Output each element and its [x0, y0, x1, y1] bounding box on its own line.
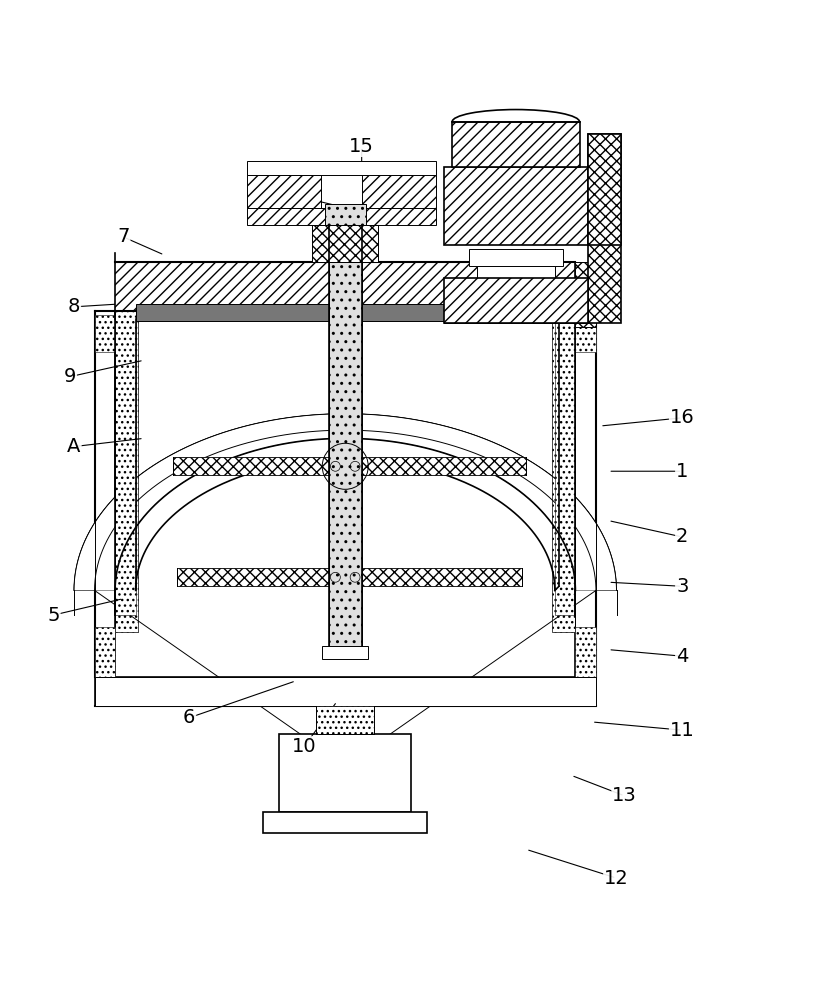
Bar	[575, 311, 596, 677]
Bar	[329, 225, 362, 652]
Bar	[575, 627, 596, 677]
Bar	[444, 167, 588, 245]
Text: 15: 15	[349, 137, 374, 156]
Text: 7: 7	[117, 227, 130, 246]
Bar	[263, 812, 427, 833]
Bar	[552, 311, 575, 632]
Text: 1: 1	[676, 462, 689, 481]
Bar	[115, 311, 136, 615]
Polygon shape	[74, 414, 616, 590]
Text: 8: 8	[67, 297, 81, 316]
Bar	[325, 204, 366, 225]
Text: 14: 14	[284, 186, 308, 205]
Text: 5: 5	[47, 606, 60, 625]
Bar	[575, 262, 596, 327]
Text: 6: 6	[182, 708, 196, 727]
Bar	[95, 677, 596, 706]
Bar	[95, 311, 115, 677]
Bar	[588, 134, 621, 323]
Bar	[177, 568, 329, 586]
Bar	[115, 311, 138, 632]
Bar	[247, 175, 321, 208]
Bar	[452, 122, 580, 167]
Bar	[247, 208, 436, 225]
Text: 4: 4	[676, 647, 689, 666]
Text: 9: 9	[63, 367, 76, 386]
Text: A: A	[67, 437, 81, 456]
Bar	[555, 311, 575, 615]
Bar	[469, 249, 563, 266]
Text: 3: 3	[676, 577, 689, 596]
Bar	[279, 734, 411, 812]
Text: 2: 2	[676, 527, 689, 546]
Bar	[136, 304, 555, 321]
Bar	[95, 627, 115, 677]
Text: 13: 13	[612, 786, 637, 805]
Bar	[588, 134, 621, 245]
Bar	[95, 677, 596, 706]
Bar	[247, 161, 436, 175]
Bar	[444, 278, 588, 323]
Bar	[316, 706, 374, 734]
Bar	[312, 225, 378, 262]
Polygon shape	[74, 414, 616, 590]
Bar	[362, 568, 522, 586]
Text: 10: 10	[292, 737, 316, 756]
Bar	[115, 262, 575, 311]
Bar	[477, 266, 555, 278]
Text: 16: 16	[670, 408, 695, 427]
Bar	[575, 315, 596, 352]
Bar	[362, 175, 436, 208]
Text: 12: 12	[604, 869, 629, 888]
Text: 11: 11	[670, 721, 695, 740]
Bar	[95, 315, 115, 352]
Bar	[362, 457, 526, 475]
Bar	[173, 457, 329, 475]
Bar	[322, 646, 368, 659]
